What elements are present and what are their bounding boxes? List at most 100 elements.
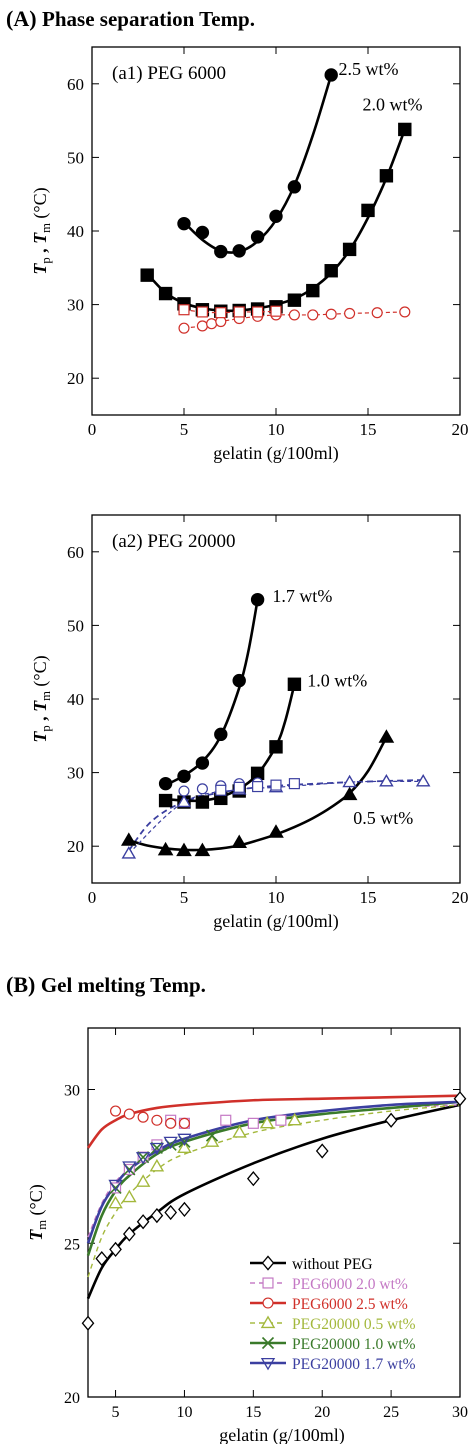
series-fit-curve	[87, 1104, 461, 1278]
y-axis-label-part: T	[30, 700, 50, 712]
data-point	[151, 1114, 163, 1126]
data-point	[176, 842, 192, 857]
data-point	[231, 834, 248, 849]
data-point	[178, 1117, 190, 1129]
y-tick-label: 60	[67, 543, 84, 562]
x-tick-label: 25	[383, 1404, 399, 1421]
data-point	[177, 216, 191, 231]
y-axis-label-part: (°C)	[26, 1184, 47, 1220]
data-point	[163, 1136, 178, 1150]
data-point	[324, 264, 338, 278]
data-point	[307, 309, 319, 321]
x-axis-label: gelatin (g/100ml)	[213, 911, 338, 932]
x-tick-label: 0	[88, 888, 97, 907]
data-point	[150, 1141, 163, 1154]
data-point	[232, 244, 246, 258]
data-point	[178, 322, 190, 334]
legend-marker	[262, 1277, 274, 1289]
x-tick-label: 15	[245, 1404, 261, 1421]
data-point	[315, 1143, 329, 1159]
y-tick-label: 20	[64, 1390, 80, 1407]
y-axis-label-part: p	[39, 725, 53, 731]
data-point	[398, 122, 412, 137]
data-point	[158, 793, 173, 808]
y-tick-label: 40	[67, 690, 84, 709]
data-point	[150, 1207, 164, 1224]
y-tick-label: 60	[67, 75, 84, 94]
data-point	[158, 286, 173, 301]
data-point	[399, 306, 411, 318]
data-point	[204, 1134, 220, 1147]
x-tick-label: 30	[452, 1404, 468, 1421]
y-axis-label-part: T	[26, 1229, 46, 1241]
data-point	[176, 794, 192, 808]
data-point	[109, 1241, 122, 1258]
x-tick-label: 20	[452, 420, 469, 439]
chart-a2: 0 5 10 15 20 20 30 40 50 60 gelatin (g/100ml) Tp , …	[30, 514, 469, 932]
data-point	[177, 1133, 192, 1147]
data-point	[384, 1112, 398, 1128]
y-axis-label-part: T	[30, 232, 50, 244]
data-point	[140, 268, 154, 282]
y-axis-label-part: (°C)	[30, 187, 51, 223]
data-point	[415, 773, 431, 787]
data-point	[122, 1161, 137, 1174]
x-tick-label: 10	[268, 888, 285, 907]
data-point	[325, 308, 337, 320]
data-point	[252, 306, 264, 318]
y-tick-label: 20	[67, 369, 84, 388]
x-tick-label: 20	[452, 888, 469, 907]
data-point	[110, 1105, 122, 1117]
series-label: 2.0 wt%	[362, 94, 422, 114]
data-point	[288, 309, 300, 321]
data-point	[344, 307, 356, 319]
y-axis-label-part: T	[30, 731, 50, 743]
data-point	[287, 293, 302, 307]
y-axis-label: Tp , Tm (°C)	[30, 187, 53, 274]
data-point	[371, 307, 383, 319]
data-point	[453, 1091, 467, 1107]
data-point	[121, 846, 137, 859]
x-tick-label: 0	[88, 420, 97, 439]
y-axis-label: Tm (°C)	[26, 1184, 49, 1241]
data-point	[270, 305, 282, 317]
legend-entry: PEG6000 2.5 wt%	[292, 1296, 408, 1313]
panel-annotation: (a2) PEG 20000	[112, 531, 235, 552]
data-point	[158, 776, 173, 791]
data-point	[205, 1129, 219, 1142]
section-a-title: Phase separation Temp.	[42, 7, 255, 31]
data-point	[178, 304, 190, 316]
section-a-label: (A)	[6, 6, 37, 31]
x-axis-label: gelatin (g/100ml)	[213, 443, 338, 464]
data-point	[287, 677, 302, 691]
series-label: 2.5 wt%	[339, 59, 399, 79]
series-label: 0.5 wt%	[353, 808, 413, 828]
data-point	[341, 786, 358, 801]
series-label: 1.0 wt%	[307, 670, 367, 690]
data-point	[178, 1201, 191, 1218]
panel-annotation: (a1) PEG 6000	[112, 63, 226, 84]
data-point	[252, 781, 264, 793]
section-a-heading: (A) Phase separation Temp.	[6, 6, 255, 32]
legend-marker	[262, 1297, 274, 1309]
x-tick-label: 5	[180, 888, 189, 907]
data-point	[136, 1214, 150, 1230]
y-tick-label: 20	[67, 837, 84, 856]
data-point	[108, 1195, 123, 1209]
legend-marker	[260, 1315, 276, 1329]
y-tick-label: 50	[67, 148, 84, 167]
data-point	[268, 824, 284, 838]
section-b-heading: (B) Gel melting Temp.	[6, 972, 206, 998]
data-point	[233, 781, 245, 793]
data-point	[214, 244, 228, 259]
data-point	[108, 1179, 123, 1193]
y-axis-label-part: T	[30, 263, 50, 275]
data-point	[342, 774, 357, 788]
y-tick-label: 30	[64, 1083, 80, 1100]
y-tick-label: 30	[67, 764, 84, 783]
data-point	[120, 832, 137, 846]
data-point	[135, 1174, 151, 1187]
data-point	[196, 306, 208, 318]
x-tick-label: 15	[360, 888, 377, 907]
data-point	[177, 769, 191, 783]
